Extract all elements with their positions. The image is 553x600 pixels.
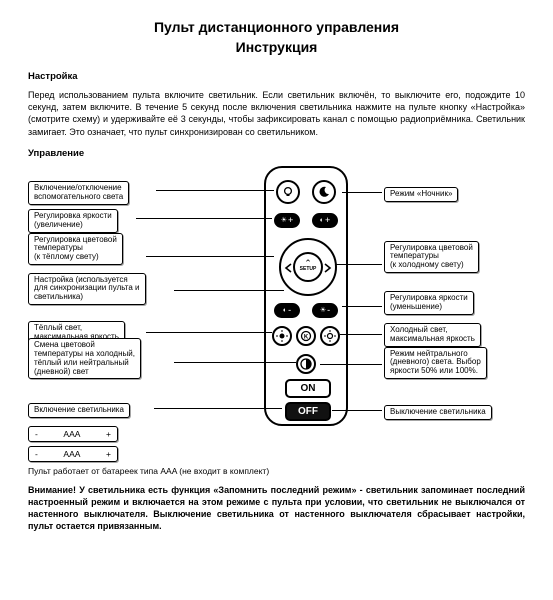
battery-slot-1: - AAA + [28,426,118,442]
sun-small-icon: ☀ [320,306,326,314]
contrast-k-icon: K [300,330,312,342]
title-line2: Инструкция [28,38,525,58]
page: Пульт дистанционного управления Инструкц… [0,0,553,550]
setup-button: ⌃ SETUP [293,252,323,282]
attention-lead: Внимание! [28,485,76,495]
callout-neutral: Режим нейтрального (дневного) света. Выб… [384,354,487,372]
svg-text:K: K [304,334,309,340]
section-control-heading: Управление [28,148,525,159]
battery-block: - AAA + - AAA + [28,426,118,466]
arrow-right-icon [322,263,332,273]
sun-small-icon: ☀ [281,216,287,224]
callout-aux-light: Включение/отключение вспомогательного св… [28,184,129,202]
page-title: Пульт дистанционного управления Инструкц… [28,18,525,57]
remote-body: ☀+ ◐+ ⌃ SETUP ◐- [264,166,348,426]
aux-light-button [276,180,300,204]
section-setup-heading: Настройка [28,71,525,82]
callout-bright-up: Регулировка яркости (увеличение) [28,212,118,230]
callout-ct-cycle: Смена цветовой температуры на холодный, … [28,350,141,368]
callout-night: Режим «Ночник» [384,186,458,204]
ct-cycle-button: K [296,326,316,346]
on-button: ON [285,379,331,398]
attention-text: У светильника есть функция «Запомнить по… [28,485,525,531]
half-circle-icon [299,357,313,371]
ct-warm-button: ◐- [274,303,300,318]
sun-half-icon: ◐ [320,217,324,224]
callout-ct-cool: Регулировка цветовой температуры (к холо… [384,248,479,266]
sun-half-icon: ◐ [283,307,287,314]
arrow-left-icon [284,263,294,273]
setup-paragraph: Перед использованием пульта включите све… [28,89,525,138]
brightness-down-button: ☀- [312,303,338,318]
title-line1: Пульт дистанционного управления [28,18,525,38]
battery-slot-2: - AAA + [28,446,118,462]
battery-note: Пульт работает от батареек типа AAA (не … [28,466,525,476]
cool-max-button [320,326,340,346]
night-mode-button [312,180,336,204]
callout-ct-warm: Регулировка цветовой температуры (к тёпл… [28,240,123,258]
off-button: OFF [285,402,331,421]
attention-paragraph: Внимание! У светильника есть функция «За… [28,484,525,533]
callout-on: Включение светильника [28,402,130,420]
setup-label: SETUP [300,266,317,272]
sun-icon [276,330,288,342]
sun-outline-icon [324,330,336,342]
callout-off: Выключение светильника [384,404,492,422]
callout-setup: Настройка (используется для синхронизаци… [28,280,146,298]
moon-icon [317,185,331,199]
ct-cool-button: ◐+ [312,213,338,228]
remote-diagram: ☀+ ◐+ ⌃ SETUP ◐- [28,166,525,460]
brightness-up-button: ☀+ [274,213,300,228]
warm-max-button [272,326,292,346]
neutral-mode-button [296,354,316,374]
callout-bright-down: Регулировка яркости (уменьшение) [384,294,474,312]
bulb-icon [281,185,295,199]
center-wheel: ⌃ SETUP [279,238,337,296]
callout-cool-max: Холодный свет, максимальная яркость [384,326,481,344]
